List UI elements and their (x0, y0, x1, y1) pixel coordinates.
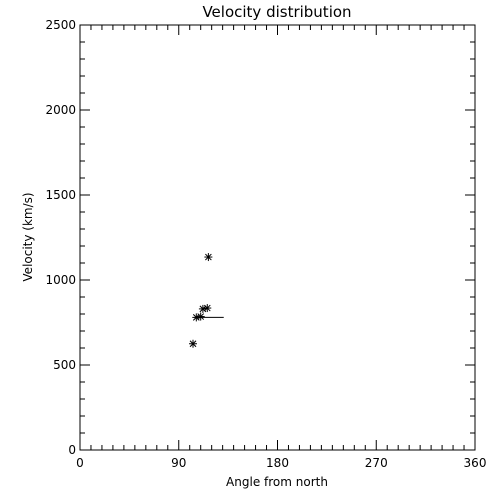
asterisk-stroke (199, 305, 207, 313)
y-axis-label: Velocity (km/s) (21, 192, 35, 281)
asterisk-stroke (189, 340, 197, 348)
x-tick-label: 180 (266, 456, 289, 470)
x-tick-label: 90 (171, 456, 186, 470)
y-tick-label: 2000 (45, 103, 76, 117)
asterisk-stroke (197, 313, 205, 320)
x-tick-label: 270 (365, 456, 388, 470)
plot-frame (79, 24, 476, 451)
axis-ticks (79, 24, 476, 451)
tick-labels: 0 90 180 270 360 0 500 1000 1500 2000 2500 (45, 18, 486, 470)
x-axis-label: Angle from north (226, 475, 328, 489)
y-tick-label: 2500 (45, 18, 76, 32)
data-point (196, 312, 205, 321)
asterisk-stroke (205, 253, 212, 261)
data-point (189, 339, 198, 348)
data-point (204, 253, 213, 262)
plot-border (79, 24, 476, 451)
x-tick-label: 360 (464, 456, 487, 470)
chart-title: Velocity distribution (202, 3, 351, 21)
y-tick-label: 1500 (45, 188, 76, 202)
asterisk-stroke (203, 304, 211, 312)
y-tick-label: 1000 (45, 273, 76, 287)
y-tick-label: 500 (53, 358, 76, 372)
data-points (189, 253, 224, 348)
y-tick-label: 0 (68, 443, 76, 457)
x-tick-label: 0 (76, 456, 84, 470)
data-point (203, 304, 212, 313)
